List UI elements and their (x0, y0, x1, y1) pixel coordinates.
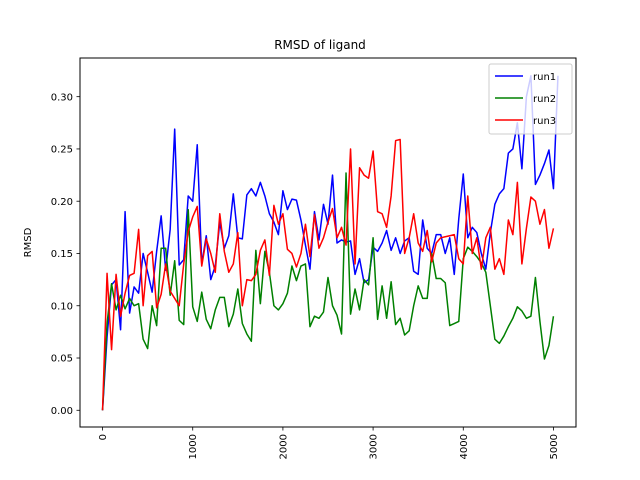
x-tick-label: 4000 (459, 434, 470, 459)
y-tick-label: 0.05 (51, 354, 73, 365)
y-tick-label: 0.00 (51, 406, 73, 417)
x-tick-label: 2000 (278, 434, 289, 459)
x-tick-label: 0 (98, 434, 109, 440)
legend-label-run2: run2 (533, 94, 556, 105)
y-tick-label: 0.20 (51, 197, 73, 208)
y-tick-label: 0.15 (51, 249, 73, 260)
legend: run1 run2 run3 (488, 63, 573, 135)
series-line-run1 (101, 75, 559, 411)
series-layer (101, 75, 559, 411)
x-tick-label: 1000 (188, 434, 199, 459)
y-tick-label: 0.30 (51, 92, 73, 103)
y-tick-label: 0.25 (51, 145, 73, 156)
series-line-run3 (101, 138, 555, 411)
x-axis: 0 1000 2000 3000 4000 5000 (98, 427, 560, 459)
legend-box (488, 63, 573, 135)
x-tick-label: 5000 (549, 434, 560, 459)
y-axis: 0.00 0.05 0.10 0.15 0.20 0.25 0.30 (51, 92, 80, 417)
chart-title: RMSD of ligand (274, 38, 366, 52)
y-axis-label: RMSD (23, 227, 34, 257)
legend-label-run3: run3 (533, 116, 556, 127)
plot-frame (79, 57, 577, 428)
x-tick-label: 3000 (369, 434, 380, 459)
series-line-run2 (101, 172, 555, 411)
legend-label-run1: run1 (533, 72, 556, 83)
y-tick-label: 0.10 (51, 301, 73, 312)
